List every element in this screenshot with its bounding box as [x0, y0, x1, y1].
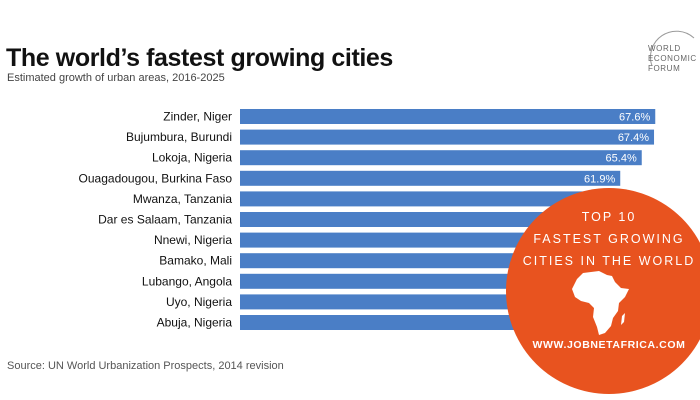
bar [240, 294, 587, 310]
promo-line-2: FASTEST GROWING [533, 232, 685, 246]
bar [240, 129, 655, 145]
category-label: Zinder, Niger [163, 110, 232, 124]
value-label: 61.9% [584, 173, 615, 185]
category-label: Lokoja, Nigeria [152, 151, 232, 165]
category-label: Ouagadougou, Burkina Faso [79, 171, 233, 185]
promo-line-3: CITIES IN THE WORLD [522, 254, 696, 268]
bar [240, 253, 594, 269]
chart-title: The world’s fastest growing cities [6, 44, 393, 72]
bar-chart: Zinder, Niger 67.6% Bujumbura, Burundi 67.4… [79, 109, 656, 330]
bar [240, 273, 589, 289]
category-label: Lubango, Angola [142, 274, 232, 288]
source-note: Source: UN World Urbanization Prospects,… [7, 360, 284, 372]
category-label: Abuja, Nigeria [157, 316, 233, 330]
category-label: Uyo, Nigeria [166, 295, 232, 309]
bar [240, 232, 598, 248]
promo-line-1: TOP 10 [581, 210, 637, 224]
category-label: Nnewi, Nigeria [154, 233, 232, 247]
africa-map-icon [572, 271, 629, 335]
bar [240, 109, 656, 124]
bar [240, 315, 586, 330]
bar [240, 150, 642, 166]
logo-line-2: ECONOMIC [648, 54, 697, 63]
category-label: Bamako, Mali [159, 254, 232, 268]
wef-arc-logo-icon [649, 30, 695, 67]
chart-subtitle: Estimated growth of urban areas, 2016-20… [7, 72, 225, 84]
category-label: Dar es Salaam, Tanzania [98, 213, 232, 227]
logo-line-3: FORUM [648, 64, 681, 73]
bar [240, 191, 615, 207]
category-label: Bujumbura, Burundi [126, 130, 232, 144]
value-label: 67.4% [618, 132, 649, 144]
promo-website-link[interactable]: WWW.JOBNETAFRICA.COM [532, 339, 686, 351]
bar [240, 212, 602, 227]
value-label: 65.4% [606, 153, 637, 165]
promo-badge[interactable]: TOP 10 FASTEST GROWING CITIES IN THE WOR… [506, 188, 700, 400]
category-label: Mwanza, Tanzania [133, 192, 232, 206]
bar [240, 170, 621, 186]
value-label: 67.6% [619, 112, 650, 124]
wef-logo: WORLD ECONOMIC FORUM [630, 30, 700, 78]
logo-line-1: WORLD [648, 44, 681, 53]
